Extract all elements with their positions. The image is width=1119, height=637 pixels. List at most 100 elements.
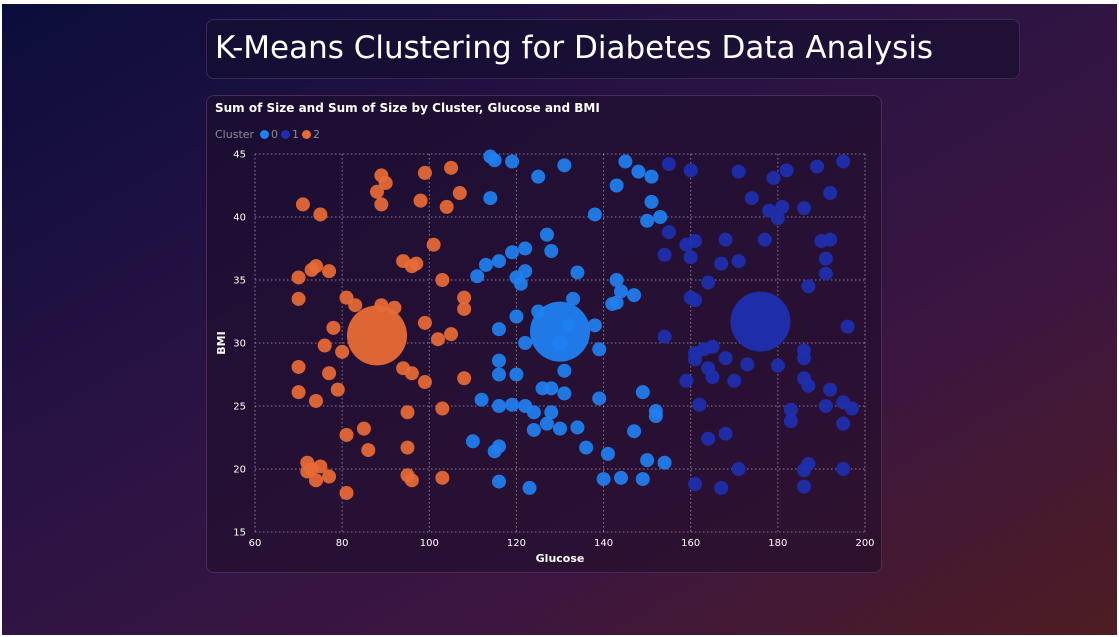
data-point-cluster-1 (840, 319, 855, 334)
data-point-cluster-0 (592, 391, 607, 406)
data-point-cluster-2 (431, 332, 445, 347)
data-point-cluster-2 (313, 459, 328, 474)
data-point-cluster-0 (518, 241, 533, 256)
data-point-cluster-2 (317, 338, 332, 353)
data-point-cluster-2 (291, 270, 306, 285)
data-point-cluster-1 (718, 351, 733, 366)
data-point-cluster-2 (309, 393, 323, 408)
x-tick-label: 160 (681, 538, 700, 549)
legend[interactable]: Cluster 0 1 2 (215, 127, 323, 141)
data-point-cluster-0 (492, 322, 506, 337)
centroid-cluster-1 (730, 291, 791, 352)
data-point-cluster-0 (531, 169, 546, 184)
data-point-cluster-2 (417, 315, 432, 330)
data-point-cluster-0 (557, 158, 572, 173)
data-point-cluster-2 (339, 427, 354, 442)
data-point-cluster-2 (300, 464, 315, 479)
data-point-cluster-0 (505, 397, 520, 412)
legend-item-cluster-2[interactable]: 2 (302, 128, 320, 141)
data-point-cluster-1 (679, 373, 694, 388)
data-point-cluster-0 (592, 342, 607, 357)
scatter-chart-visual[interactable]: 60 80 100 120 140 160 180 200 15 20 25 30 35 40 45 Gluc… (206, 95, 882, 573)
data-point-cluster-0 (509, 309, 524, 324)
data-point-cluster-0 (605, 296, 620, 311)
data-point-cluster-2 (330, 382, 345, 397)
centroid-cluster-2 (347, 305, 407, 366)
data-point-cluster-0 (609, 178, 624, 193)
data-point-cluster-0 (579, 440, 594, 455)
data-point-cluster-1 (705, 339, 720, 354)
data-point-cluster-0 (505, 154, 520, 169)
data-point-cluster-0 (618, 154, 633, 169)
data-point-cluster-2 (457, 301, 472, 316)
legend-label-1: 1 (292, 127, 300, 141)
legend-marker-2 (302, 129, 312, 139)
data-point-cluster-2 (400, 440, 415, 455)
data-point-cluster-0 (509, 367, 524, 382)
data-point-cluster-1 (701, 275, 716, 290)
legend-item-cluster-1[interactable]: 1 (281, 128, 299, 141)
data-point-cluster-1 (661, 225, 676, 240)
data-point-cluster-1 (688, 352, 703, 367)
data-point-cluster-0 (492, 367, 506, 382)
data-point-cluster-2 (400, 405, 415, 420)
data-point-cluster-2 (322, 469, 337, 484)
data-point-cluster-0 (640, 213, 655, 228)
data-point-cluster-0 (635, 385, 650, 400)
y-tick-label: 25 (233, 402, 246, 413)
data-point-cluster-1 (797, 351, 811, 366)
data-point-cluster-0 (518, 336, 533, 350)
data-point-cluster-0 (596, 472, 611, 487)
data-point-cluster-2 (452, 186, 467, 201)
data-point-cluster-0 (544, 405, 559, 420)
data-point-cluster-1 (844, 401, 859, 416)
data-point-cluster-0 (640, 453, 655, 468)
data-point-cluster-0 (635, 472, 650, 487)
data-point-cluster-1 (836, 462, 851, 476)
data-point-cluster-0 (557, 363, 572, 378)
data-point-cluster-1 (731, 254, 746, 269)
data-point-cluster-0 (609, 273, 624, 287)
data-point-cluster-2 (339, 485, 354, 500)
data-point-cluster-2 (291, 359, 306, 374)
data-point-cluster-2 (435, 470, 450, 485)
data-point-cluster-2 (435, 401, 450, 416)
legend-item-cluster-0[interactable]: 0 (260, 128, 278, 141)
data-point-cluster-0 (600, 446, 615, 461)
data-point-cluster-1 (683, 250, 698, 265)
scatter-plot[interactable]: 60 80 100 120 140 160 180 20015202530354045Gluc… (207, 96, 883, 574)
data-point-cluster-2 (457, 290, 472, 305)
data-point-cluster-0 (587, 318, 602, 333)
data-point-cluster-1 (818, 251, 833, 266)
data-point-cluster-1 (801, 378, 816, 393)
data-point-cluster-0 (644, 169, 659, 184)
data-point-cluster-0 (492, 474, 506, 489)
data-point-cluster-1 (740, 357, 755, 372)
data-point-cluster-1 (836, 416, 851, 431)
data-point-cluster-2 (404, 366, 419, 381)
data-point-cluster-1 (744, 191, 759, 206)
title-card: K-Means Clustering for Diabetes Data Ana… (206, 19, 1020, 79)
data-point-cluster-1 (783, 414, 798, 429)
x-tick-label: 60 (249, 538, 262, 549)
centroid-cluster-0 (530, 301, 590, 362)
data-point-cluster-1 (688, 477, 703, 492)
data-point-cluster-2 (417, 375, 432, 390)
data-point-cluster-2 (322, 264, 337, 279)
data-point-cluster-1 (810, 159, 825, 174)
data-point-cluster-1 (683, 163, 698, 178)
data-point-cluster-2 (291, 291, 306, 306)
legend-label-2: 2 (313, 127, 321, 141)
data-point-cluster-0 (614, 284, 628, 299)
data-point-cluster-0 (487, 444, 502, 459)
legend-marker-1 (281, 129, 291, 139)
data-point-cluster-0 (513, 276, 528, 291)
data-point-cluster-0 (522, 480, 537, 495)
data-point-cluster-1 (818, 266, 833, 281)
data-point-cluster-0 (539, 227, 554, 242)
data-point-cluster-2 (444, 160, 459, 175)
page-title: K-Means Clustering for Diabetes Data Ana… (215, 30, 934, 66)
data-point-cluster-1 (836, 154, 851, 169)
data-point-cluster-0 (627, 288, 642, 303)
data-point-cluster-0 (544, 244, 559, 259)
